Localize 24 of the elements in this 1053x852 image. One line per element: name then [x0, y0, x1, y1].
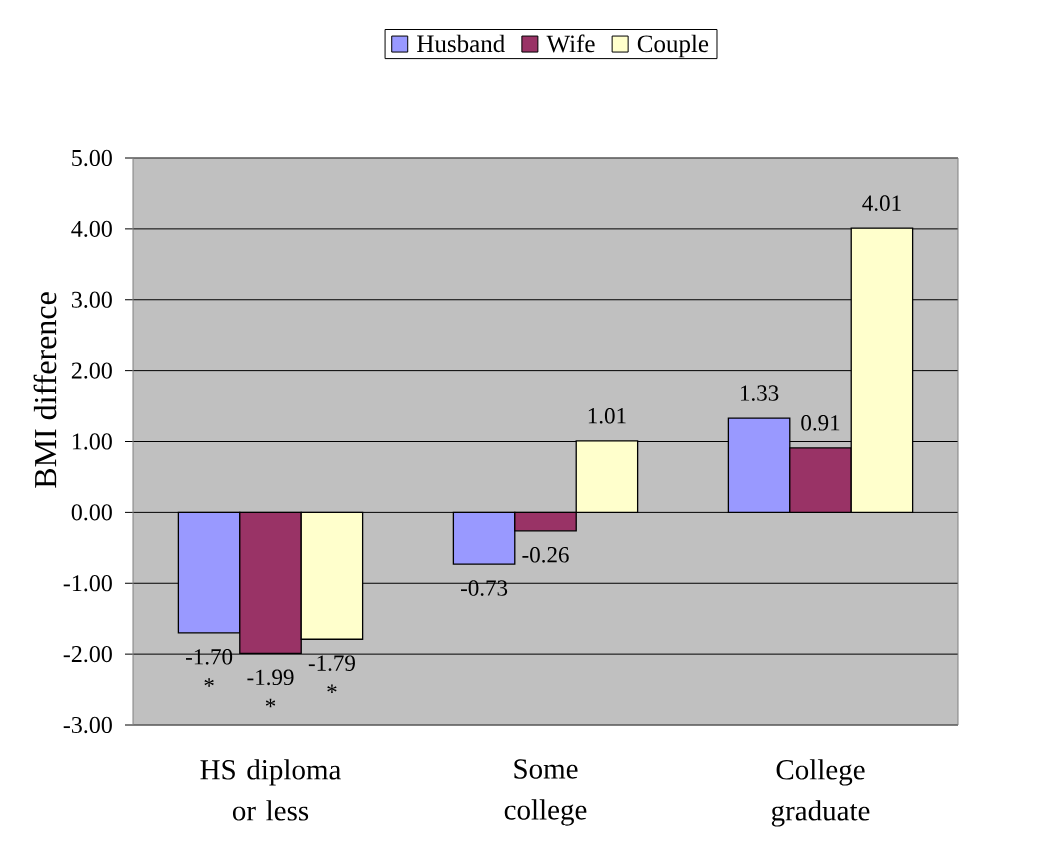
data-label: -1.99 * [247, 669, 294, 708]
y-tick-label: 4.00 [71, 220, 112, 238]
legend-label: Couple [637, 34, 709, 58]
y-tick-label: 3.00 [71, 291, 112, 308]
y-tick-label: 1.00 [72, 433, 112, 450]
y-tick-label: 0.00 [71, 504, 112, 521]
y-tick-label: -3.00 [63, 716, 112, 734]
y-tick-label: 5.00 [72, 149, 112, 167]
x-tick-label: HS diploma or less [200, 759, 341, 821]
legend-label: Wife [546, 34, 595, 53]
data-label: 4.01 [862, 195, 901, 211]
legend-label: Husband [417, 34, 505, 53]
data-label: 0.91 [801, 415, 840, 431]
x-tick-label: College graduate [771, 759, 870, 827]
y-tick-label: -1.00 [63, 575, 112, 592]
y-axis-title: BMI difference [33, 292, 57, 488]
y-tick-label: -2.00 [63, 645, 112, 663]
x-tick-label: Some college [504, 759, 587, 826]
data-label: -0.26 [522, 547, 569, 563]
y-tick-label: 2.00 [71, 362, 112, 379]
data-label: -0.73 [460, 580, 508, 596]
data-label: 1.01 [588, 407, 626, 424]
data-label: 1.33 [740, 385, 779, 401]
data-label: -1.79 * [308, 655, 355, 694]
